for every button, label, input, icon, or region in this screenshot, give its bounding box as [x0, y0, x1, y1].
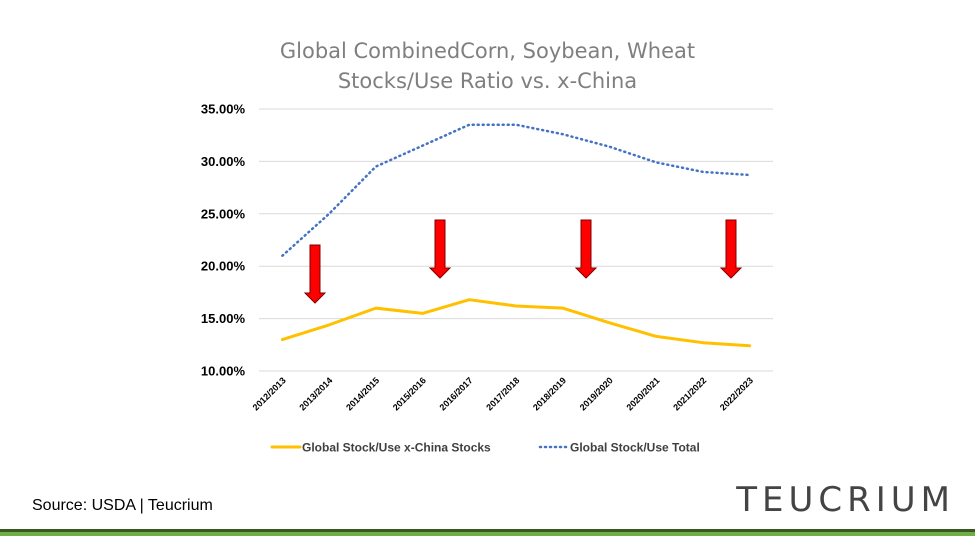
chart-title: Global CombinedCorn, Soybean, Wheat Stoc… — [0, 36, 975, 96]
x-tick-label: 2019/2020 — [578, 375, 615, 412]
x-tick-label: 2018/2019 — [531, 375, 568, 412]
x-tick-label: 2020/2021 — [624, 375, 661, 412]
footer-rule-light — [0, 532, 975, 536]
x-tick-label: 2013/2014 — [297, 375, 334, 412]
x-tick-label: 2014/2015 — [344, 375, 381, 412]
x-tick-label: 2021/2022 — [671, 375, 708, 412]
chart-title-line-1: Global CombinedCorn, Soybean, Wheat — [279, 39, 696, 63]
series-line-total — [281, 123, 751, 257]
footer-rule-dark — [0, 529, 975, 532]
x-tick-label: 2012/2013 — [251, 375, 288, 412]
legend-total-label: Global Stock/Use Total — [570, 441, 700, 455]
y-tick-label: 25.00% — [201, 206, 246, 221]
y-tick-label: 15.00% — [201, 311, 246, 326]
teucrium-logo: TEUCRIUM — [736, 480, 955, 520]
y-tick-label: 20.00% — [201, 259, 246, 274]
down-arrow-icon — [428, 219, 452, 279]
legend-x-china-label: Global Stock/Use x-China Stocks — [302, 441, 491, 455]
x-tick-label: 2017/2018 — [484, 375, 521, 412]
x-tick-label: 2016/2017 — [438, 375, 475, 412]
down-arrow-icon — [574, 219, 598, 279]
y-tick-label: 30.00% — [201, 154, 246, 169]
x-tick-label: 2022/2023 — [718, 375, 755, 412]
series-line-x-china — [280, 298, 752, 348]
y-tick-label: 35.00% — [201, 102, 246, 117]
y-tick-label: 10.00% — [201, 364, 246, 379]
chart-title-line-2: Stocks/Use Ratio vs. x-China — [337, 69, 638, 93]
x-tick-label: 2015/2016 — [391, 375, 428, 412]
source-note: Source: USDA | Teucrium — [32, 497, 213, 514]
down-arrow-icon — [719, 219, 743, 279]
down-arrow-icon — [303, 244, 327, 304]
